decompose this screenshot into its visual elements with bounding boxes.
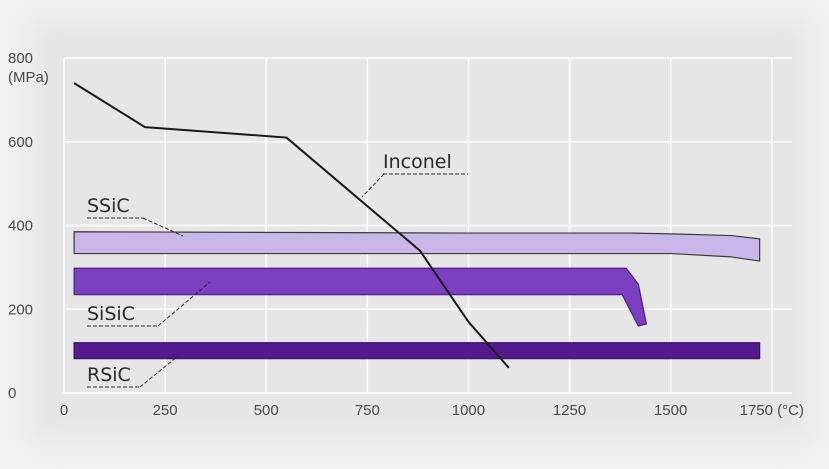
annotation-leader: [139, 355, 179, 388]
annotation-leader: [142, 217, 184, 237]
x-tick-label: 1750 (°C): [740, 402, 804, 419]
annotation-sisic: SiSiC: [87, 303, 135, 325]
series-annotations: Inconel SSiC SiSiC RSiC: [87, 151, 468, 388]
annotation-inconel: Inconel: [383, 151, 452, 173]
x-tick-label: 1000: [452, 402, 485, 419]
y-tick-label: 400: [8, 218, 33, 235]
y-tick-label: 200: [8, 301, 33, 318]
series-lines: [73, 82, 510, 369]
band-sisic: [73, 267, 647, 327]
annotation-rsic: RSiC: [87, 364, 131, 386]
y-unit-label: (MPa): [8, 69, 49, 86]
material-bands: [73, 231, 761, 360]
x-tick-label: 750: [355, 402, 380, 419]
y-tick-label: 800: [8, 50, 33, 67]
grid-lines: [63, 57, 792, 394]
band-ssic: [73, 231, 761, 262]
band-rsic: [73, 342, 761, 360]
y-tick-label: 600: [8, 134, 33, 151]
x-tick-label: 500: [254, 402, 279, 419]
plot-background: [30, 20, 810, 440]
annotation-leader: [361, 173, 385, 198]
line-inconel: [73, 82, 510, 369]
x-tick-label: 0: [60, 402, 68, 419]
axis-ticks: 0 250 500 750 1000 1250 1500 1750 (°C) 0 200 400 60…: [8, 50, 804, 419]
x-tick-label: 1500: [654, 402, 687, 419]
y-tick-label: 0: [8, 385, 16, 402]
annotation-ssic: SSiC: [87, 195, 130, 217]
x-tick-label: 250: [153, 402, 178, 419]
x-tick-label: 1250: [553, 402, 586, 419]
annotation-leader: [157, 281, 211, 327]
